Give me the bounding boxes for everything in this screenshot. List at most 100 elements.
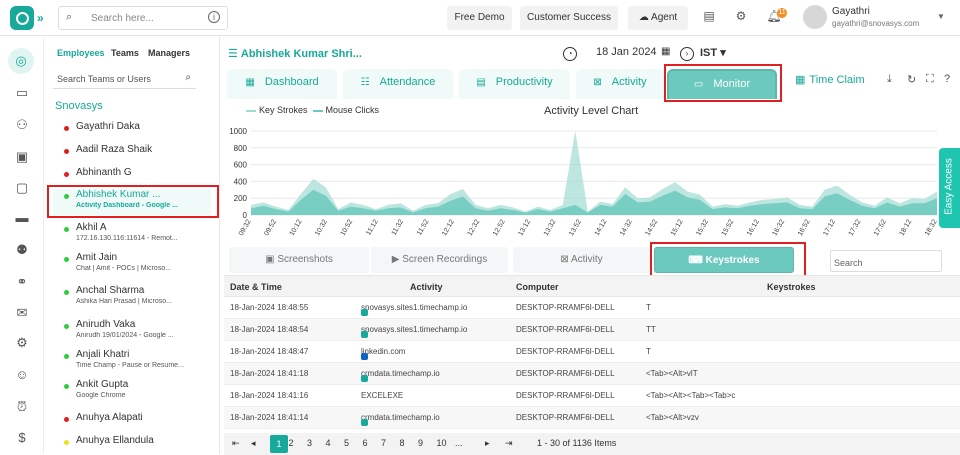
table-row[interactable]: 18-Jan-2024 18:41:18 crmdata.timechamp.io… xyxy=(224,363,960,385)
col-computer[interactable]: Computer xyxy=(516,282,559,292)
globe-icon xyxy=(361,375,368,382)
team-member-item[interactable]: Aadil Raza Shaik xyxy=(53,144,211,162)
team-member-item[interactable]: Anuhya Alapati xyxy=(53,412,211,430)
team-member-item[interactable]: Anchal Sharma Ashika Hari Prasad | Micros… xyxy=(53,285,211,311)
card-icon[interactable]: ▬ xyxy=(15,210,29,225)
table-row[interactable]: 18-Jan-2024 18:41:14 crmdata.timechamp.io… xyxy=(224,407,960,429)
page-button[interactable]: 4 xyxy=(325,438,331,448)
mail-icon[interactable]: ✉ xyxy=(16,305,28,320)
page-button[interactable]: 1 xyxy=(270,435,288,453)
member-name: Ankit Gupta xyxy=(76,379,129,390)
series-area-mouse-clicks[interactable] xyxy=(251,189,937,215)
invoice-icon[interactable]: $ xyxy=(18,430,26,445)
briefcase-icon[interactable]: ▣ xyxy=(15,149,29,164)
avatar[interactable] xyxy=(803,5,827,29)
team-member-item[interactable]: Abhinanth G xyxy=(53,167,211,185)
page-button[interactable]: 3 xyxy=(307,438,313,448)
team-member-item[interactable]: Anuhya Ellandula xyxy=(53,435,211,453)
legend-keystrokes[interactable]: Key Strokes xyxy=(259,105,308,115)
desktop-icon[interactable]: ▢ xyxy=(15,180,29,195)
x-tick-label: 17:52 xyxy=(873,218,888,237)
next-page-icon[interactable]: ▸ xyxy=(485,438,490,448)
time-claim-icon: ▦ xyxy=(795,74,806,86)
keystrokes-search-input[interactable]: Search xyxy=(830,250,942,272)
users-icon[interactable]: ⚉ xyxy=(16,242,28,257)
table-row[interactable]: 18-Jan-2024 18:48:54 snovasys.sites1.time… xyxy=(224,319,960,341)
tab-activity[interactable]: ⊠ Activity xyxy=(576,69,664,99)
page-button[interactable]: 5 xyxy=(344,438,350,448)
customer-success-button[interactable]: Customer Success xyxy=(520,6,618,30)
timezone-dropdown[interactable]: IST ▾ xyxy=(700,46,726,59)
user-icon[interactable]: ⚇ xyxy=(16,117,28,132)
next-day-icon[interactable]: › xyxy=(680,47,694,61)
alarm-icon[interactable]: ⏰︎ xyxy=(16,399,28,414)
global-search-input[interactable]: ⌕ Search here... i xyxy=(58,6,228,30)
page-button[interactable]: 10 xyxy=(436,438,447,448)
settings-icon[interactable]: ⚙ xyxy=(735,9,747,23)
expand-sidebar-icon[interactable]: » xyxy=(37,11,44,25)
fullscreen-icon[interactable]: ⛶ xyxy=(926,73,934,85)
subtab-activity[interactable]: ⊠ Activity xyxy=(513,247,650,273)
subtab-keystrokes[interactable]: ⌨ Keystrokes xyxy=(654,247,794,273)
first-page-icon[interactable]: ⇤ xyxy=(232,438,240,448)
keyboard-icon: ⌨ xyxy=(688,255,706,266)
table-row[interactable]: 18-Jan-2024 18:41:16 EXCELEXE DESKTOP-RRAM… xyxy=(224,385,960,407)
subtab-screen-recordings[interactable]: ▶ Screen Recordings xyxy=(371,247,508,273)
x-tick-label: 13:12 xyxy=(517,218,532,237)
chevron-down-icon[interactable]: ▼ xyxy=(937,12,945,21)
team-member-item[interactable]: Anjali Khatri Time Champ - Pause or Resum… xyxy=(53,349,211,375)
page-button[interactable]: 6 xyxy=(362,438,368,448)
page-button[interactable]: 9 xyxy=(418,438,424,448)
team-member-item[interactable]: Anirudh Vaka Anirudh 19/01/2024 - Google … xyxy=(53,319,211,345)
refresh-icon[interactable]: ↻ xyxy=(907,74,917,86)
date-label[interactable]: 18 Jan 2024 xyxy=(596,46,657,58)
profile-icon[interactable]: ☺ xyxy=(15,367,29,382)
clock-icon[interactable]: ◔ xyxy=(563,47,577,61)
x-tick-label: 13:52 xyxy=(568,218,583,237)
prev-page-icon[interactable]: ◂ xyxy=(251,438,256,448)
tab-monitor[interactable]: ▭ Monitor xyxy=(667,69,777,99)
tab-employees[interactable]: Employees xyxy=(57,48,105,58)
col-activity[interactable]: Activity xyxy=(410,282,443,292)
calendar-icon[interactable]: ▭ xyxy=(15,85,29,100)
page-button[interactable]: ... xyxy=(455,438,463,448)
col-keystrokes[interactable]: Keystrokes xyxy=(767,282,816,292)
gear-icon[interactable]: ⚙ xyxy=(16,335,28,350)
subtab-screenshots[interactable]: ▣ Screenshots xyxy=(229,247,369,273)
tab-attendance[interactable]: ☷ Attendance xyxy=(343,69,453,99)
page-button[interactable]: 2 xyxy=(288,438,294,448)
report-icon[interactable]: ▤ xyxy=(703,9,715,23)
calendar-picker-icon[interactable]: ▦ xyxy=(661,46,671,57)
employee-selector[interactable]: ☰ Abhishek Kumar Shri... xyxy=(228,47,362,60)
member-name: Anuhya Ellandula xyxy=(76,435,154,446)
team-member-item[interactable]: Abhishek Kumar ... Activity Dashboard - G… xyxy=(53,189,211,215)
org-name[interactable]: Snovasys xyxy=(55,100,103,112)
table-row[interactable]: 18-Jan-2024 18:48:47 linkedin.com DESKTOP-… xyxy=(224,341,960,363)
tab-teams[interactable]: Teams xyxy=(111,48,139,58)
download-icon[interactable]: ⤓ xyxy=(887,73,892,85)
team-member-item[interactable]: Ankit Gupta Google Chrome xyxy=(53,379,211,405)
info-icon[interactable]: i xyxy=(208,11,220,23)
help-icon[interactable]: ? xyxy=(944,73,951,85)
table-row[interactable]: 18-Jan-2024 18:48:55 snovasys.sites1.time… xyxy=(224,297,960,319)
team-search-input[interactable]: Search Teams or Users ⌕ xyxy=(53,69,196,89)
tab-time-claim[interactable]: ▦ Time Claim xyxy=(795,73,865,86)
org-chart-icon[interactable]: ⚭ xyxy=(16,274,28,289)
timechamp-logo[interactable] xyxy=(10,6,34,30)
cell-computer: DESKTOP-RRAMF6I-DELL xyxy=(516,303,615,312)
team-member-item[interactable]: Gayathri Daka xyxy=(53,121,211,139)
easy-access-tab[interactable]: Easy Access xyxy=(939,148,960,228)
legend-mouse-clicks[interactable]: Mouse Clicks xyxy=(325,105,380,115)
monitor-nav-icon[interactable]: ◎ xyxy=(8,48,34,74)
page-button[interactable]: 7 xyxy=(381,438,387,448)
last-page-icon[interactable]: ⇥ xyxy=(505,438,513,448)
col-date-time[interactable]: Date & Time xyxy=(230,282,282,292)
page-button[interactable]: 8 xyxy=(399,438,405,448)
agent-button[interactable]: ☁ Agent xyxy=(628,6,688,30)
free-demo-button[interactable]: Free Demo xyxy=(447,6,512,30)
tab-managers[interactable]: Managers xyxy=(148,48,191,58)
team-member-item[interactable]: Akhil A 172.16.130.116:11614 - Remot... xyxy=(53,222,211,248)
tab-productivity[interactable]: ▤ Productivity xyxy=(459,69,570,99)
tab-dashboard[interactable]: ▦ Dashboard xyxy=(227,69,337,99)
team-member-item[interactable]: Amit Jain Chat | Amit - POCs | Microso... xyxy=(53,252,211,278)
